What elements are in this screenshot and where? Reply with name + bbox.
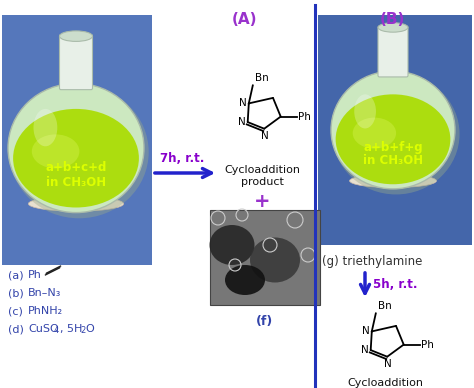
Text: (a): (a) bbox=[8, 270, 24, 280]
Ellipse shape bbox=[332, 74, 460, 194]
Text: Cycloaddition: Cycloaddition bbox=[224, 165, 300, 175]
Ellipse shape bbox=[350, 174, 437, 188]
Ellipse shape bbox=[60, 31, 92, 42]
Ellipse shape bbox=[210, 225, 255, 265]
Text: a+b+f+g: a+b+f+g bbox=[363, 141, 423, 154]
Text: (d): (d) bbox=[8, 324, 24, 334]
Text: Bn–N₃: Bn–N₃ bbox=[28, 288, 61, 298]
Text: product: product bbox=[241, 177, 283, 187]
Text: Cycloaddition: Cycloaddition bbox=[347, 378, 423, 388]
Ellipse shape bbox=[225, 265, 265, 295]
Text: (B): (B) bbox=[379, 12, 405, 27]
Text: (b): (b) bbox=[8, 288, 24, 298]
Ellipse shape bbox=[8, 83, 144, 213]
Text: a+b+c+d: a+b+c+d bbox=[46, 161, 107, 173]
FancyBboxPatch shape bbox=[2, 15, 152, 265]
Text: 2: 2 bbox=[80, 326, 85, 335]
Text: 4: 4 bbox=[54, 326, 59, 335]
Text: in CH₃OH: in CH₃OH bbox=[46, 175, 106, 189]
Ellipse shape bbox=[13, 109, 139, 208]
Text: N: N bbox=[238, 117, 246, 127]
Text: Ph: Ph bbox=[298, 112, 310, 121]
Ellipse shape bbox=[378, 23, 408, 32]
Ellipse shape bbox=[336, 94, 450, 184]
Text: N: N bbox=[239, 99, 247, 108]
Text: O: O bbox=[85, 324, 94, 334]
Ellipse shape bbox=[9, 86, 149, 218]
Text: N: N bbox=[261, 131, 269, 141]
Ellipse shape bbox=[353, 118, 396, 149]
FancyBboxPatch shape bbox=[210, 210, 320, 305]
Text: (A): (A) bbox=[232, 12, 258, 27]
Text: in CH₃OH: in CH₃OH bbox=[363, 154, 423, 168]
Text: Ph: Ph bbox=[28, 270, 42, 280]
Ellipse shape bbox=[331, 71, 455, 189]
Text: N: N bbox=[384, 359, 392, 369]
Text: (c): (c) bbox=[8, 306, 23, 316]
Text: Bn: Bn bbox=[378, 301, 392, 312]
Text: 7h, r.t.: 7h, r.t. bbox=[160, 152, 204, 165]
Text: , 5H: , 5H bbox=[60, 324, 82, 334]
Ellipse shape bbox=[354, 94, 376, 128]
Text: PhNH₂: PhNH₂ bbox=[28, 306, 63, 316]
Text: Bn: Bn bbox=[255, 73, 269, 83]
Text: Ph: Ph bbox=[421, 340, 434, 350]
FancyBboxPatch shape bbox=[378, 26, 408, 77]
Ellipse shape bbox=[28, 196, 124, 211]
Text: N: N bbox=[362, 326, 370, 336]
Text: N: N bbox=[361, 345, 369, 355]
Ellipse shape bbox=[34, 109, 57, 146]
Text: (g) triethylamine: (g) triethylamine bbox=[322, 255, 422, 268]
Ellipse shape bbox=[32, 134, 80, 168]
Text: 5h, r.t.: 5h, r.t. bbox=[373, 279, 418, 291]
Text: +: + bbox=[254, 192, 270, 211]
FancyBboxPatch shape bbox=[318, 15, 472, 245]
Text: (f): (f) bbox=[256, 315, 273, 328]
Text: CuSO: CuSO bbox=[28, 324, 59, 334]
Ellipse shape bbox=[250, 237, 300, 282]
FancyBboxPatch shape bbox=[60, 35, 92, 90]
